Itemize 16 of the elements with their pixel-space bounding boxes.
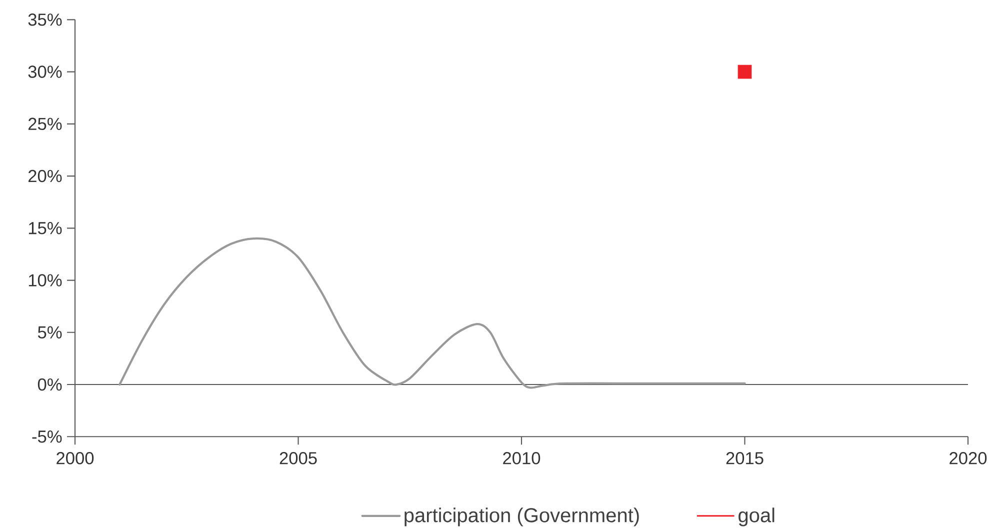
legend-label: participation (Government) bbox=[404, 508, 639, 526]
y-tick-label: 10% bbox=[28, 274, 62, 286]
y-tick-label: 5% bbox=[38, 326, 62, 338]
y-tick-label: -5% bbox=[32, 430, 62, 443]
y-tick-label: 35% bbox=[28, 14, 62, 26]
y-tick-label: 20% bbox=[28, 170, 62, 182]
y-tick-label: 25% bbox=[28, 118, 62, 130]
x-tick-label: 2010 bbox=[503, 452, 540, 464]
x-tick-label: 2000 bbox=[56, 452, 94, 464]
x-tick-label: 2020 bbox=[950, 452, 987, 464]
x-tick-label: 2015 bbox=[726, 452, 764, 464]
legend-label: goal bbox=[738, 508, 774, 526]
y-tick-label: 30% bbox=[28, 66, 62, 78]
y-tick-label: 15% bbox=[28, 222, 62, 234]
x-tick-label: 2005 bbox=[280, 452, 317, 464]
y-tick-label: 0% bbox=[38, 378, 62, 391]
